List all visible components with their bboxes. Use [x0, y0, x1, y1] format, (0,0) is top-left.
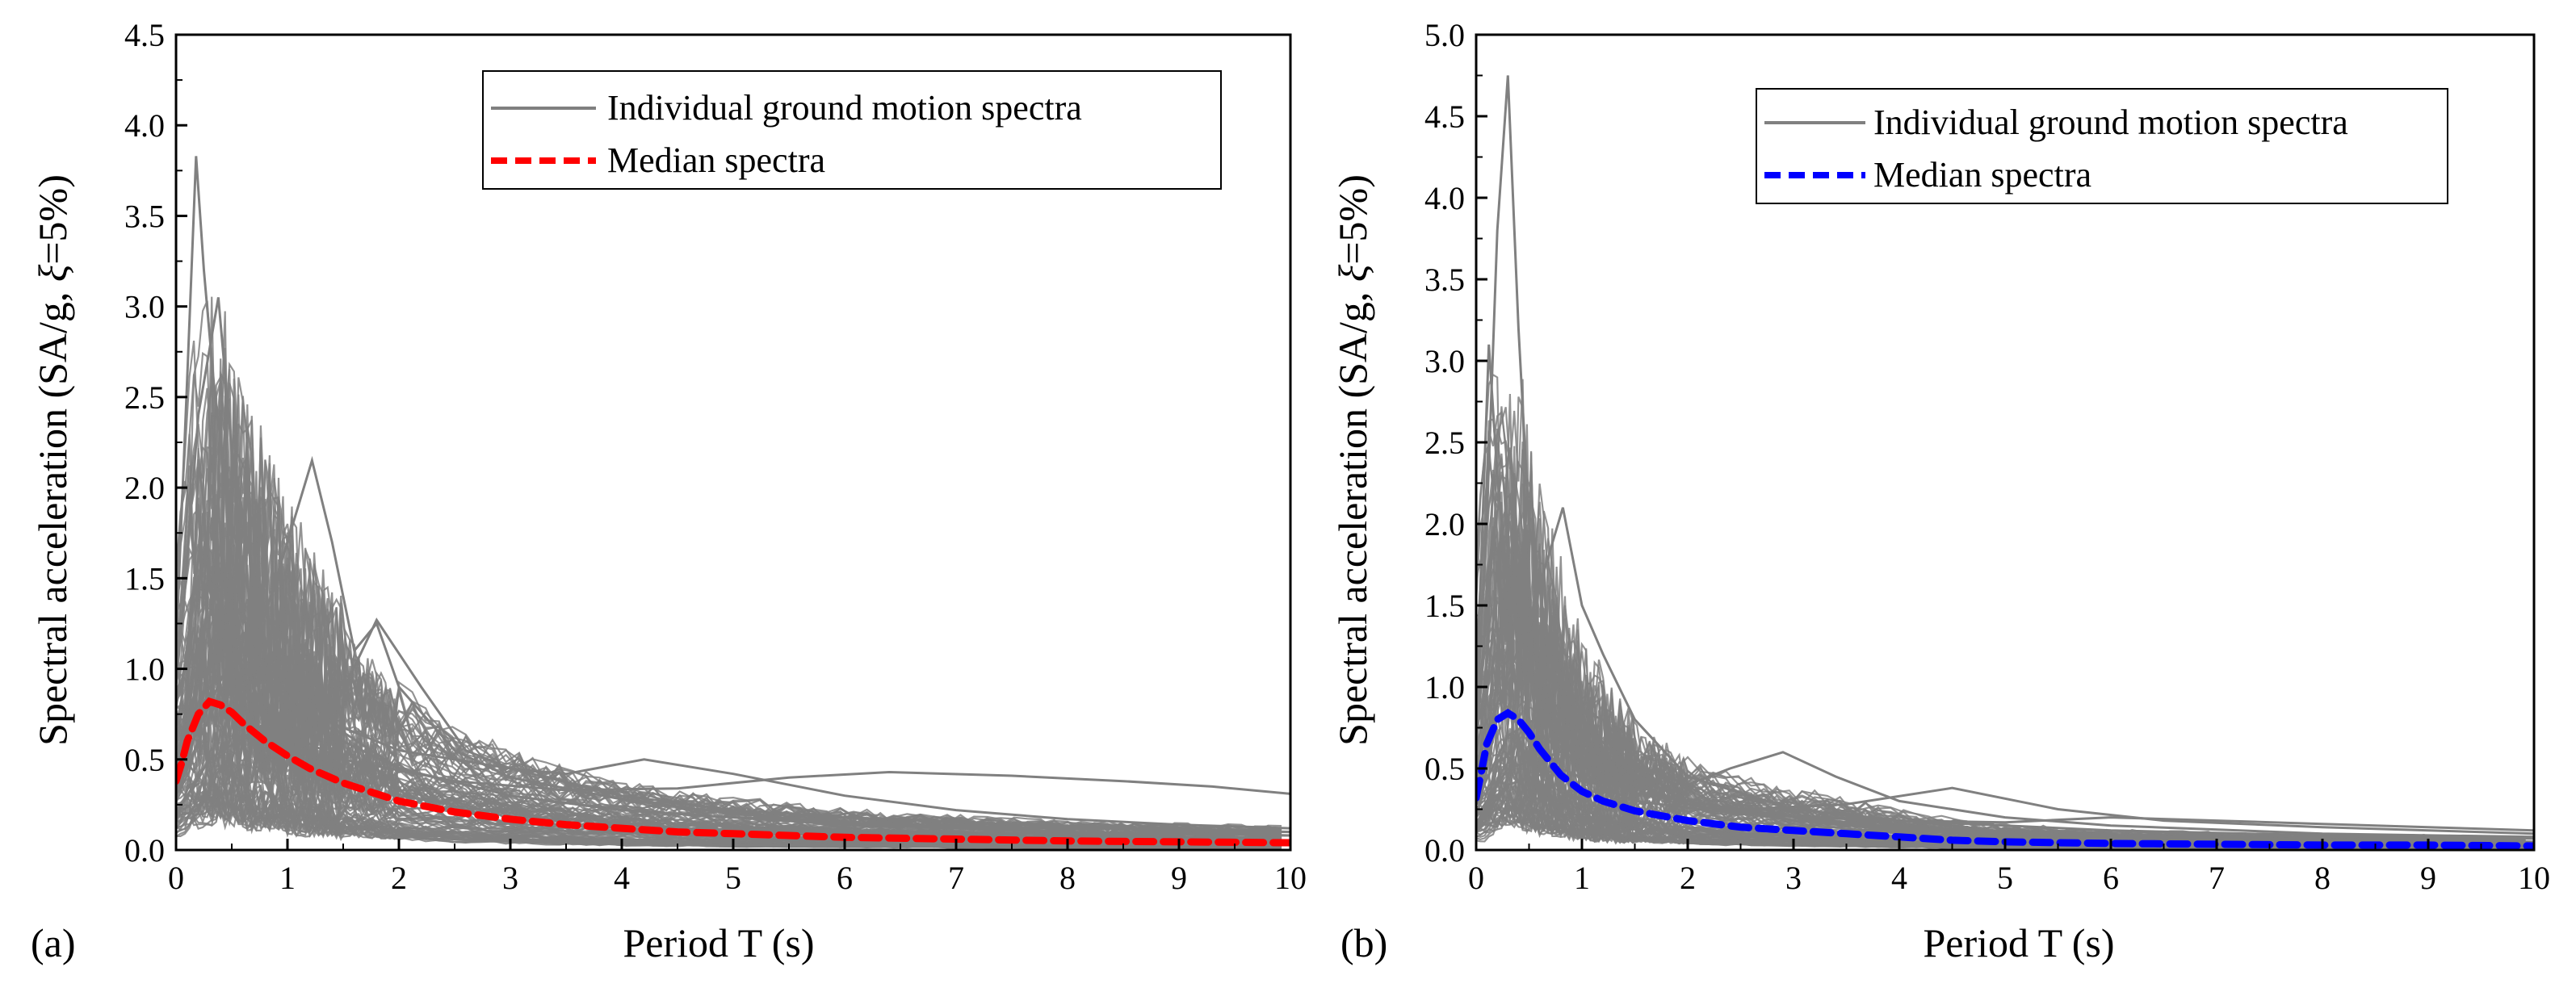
x-tick-label-b: 7 [2209, 860, 2225, 896]
individual-spectrum-line-a [176, 722, 1290, 814]
plot-area-b [1476, 75, 2534, 850]
x-tick-label-b: 0 [1468, 860, 1484, 896]
background-spectrum-line [176, 734, 1282, 848]
x-tick-label-b: 6 [2103, 860, 2119, 896]
y-tick-label-a: 4.5 [124, 17, 165, 53]
legend-label-individual-b: Individual ground motion spectra [1873, 103, 2348, 142]
x-tick-label-a: 9 [1171, 860, 1187, 896]
y-tick-label-b: 2.5 [1424, 425, 1465, 461]
individual-spectrum-line-a [176, 455, 1290, 837]
y-tick-label-a: 2.5 [124, 379, 165, 416]
background-spectrum-line [176, 511, 1282, 840]
y-tick-label-a: 1.0 [124, 651, 165, 688]
x-tick-label-a: 2 [391, 860, 407, 896]
plot-area-a [176, 156, 1290, 850]
y-tick-label-a: 3.0 [124, 289, 165, 325]
background-spectrum-line [176, 550, 1282, 842]
individual-spectrum-line-b [1476, 344, 2534, 844]
background-spectra-a [176, 296, 1282, 850]
background-spectrum-line [176, 782, 1282, 849]
legend-a: Individual ground motion spectra Median … [482, 70, 1222, 190]
legend-b: Individual ground motion spectra Median … [1756, 88, 2448, 204]
axes-a: 0 1 2 3 4 5 6 7 8 9 10 0.0 0.5 1.0 1.5 2.0 2.5 3.0 3.5 4.0 4… [124, 17, 1307, 896]
y-axis-label-b: Spectral acceleration (SA/g, ξ=5%) [1330, 174, 1375, 746]
y-tick-label-a: 4.0 [124, 107, 165, 144]
background-spectrum-line [1476, 803, 2526, 850]
y-axis-label-a: Spectral acceleration (SA/g, ξ=5%) [30, 174, 75, 746]
axes-b: 0 1 2 3 4 5 6 7 8 9 10 0.0 0.5 1.0 1.5 2.0 2.5 3.0 3.5 4.0 4… [1424, 17, 2550, 896]
y-tick-label-b: 1.5 [1424, 588, 1465, 624]
y-tick-label-a: 0.0 [124, 832, 165, 869]
x-tick-label-a: 5 [725, 860, 741, 896]
x-tick-label-b: 9 [2420, 860, 2436, 896]
x-tick-label-a: 4 [614, 860, 630, 896]
y-tick-label-b: 1.0 [1424, 669, 1465, 706]
x-tick-label-a: 1 [279, 860, 296, 896]
x-tick-label-b: 1 [1574, 860, 1590, 896]
x-tick-label-b: 3 [1785, 860, 1802, 896]
y-tick-label-b: 3.5 [1424, 262, 1465, 298]
y-tick-label-b: 4.0 [1424, 180, 1465, 216]
y-tick-label-a: 3.5 [124, 198, 165, 234]
y-tick-label-b: 0.0 [1424, 832, 1465, 869]
x-axis-label-a: Period T (s) [623, 920, 814, 965]
individual-spectrum-line-a [176, 156, 1290, 834]
legend-box-b [1756, 88, 2448, 204]
individual-spectrum-line-b [1476, 507, 2534, 840]
median-spectrum-line-b [1476, 709, 2534, 850]
panel-label-b: (b) [1340, 920, 1387, 965]
x-tick-label-a: 6 [837, 860, 853, 896]
x-tick-label-a: 10 [1274, 860, 1307, 896]
y-tick-label-a: 0.5 [124, 742, 165, 778]
y-tick-label-b: 0.5 [1424, 751, 1465, 787]
x-tick-label-b: 10 [2518, 860, 2550, 896]
x-tick-label-a: 3 [502, 860, 518, 896]
individual-spectrum-line-b [1476, 701, 2534, 839]
x-tick-label-b: 8 [2314, 860, 2331, 896]
y-tick-label-a: 1.5 [124, 560, 165, 597]
y-tick-label-a: 2.0 [124, 470, 165, 506]
x-tick-label-a: 7 [948, 860, 964, 896]
individual-spectrum-line-a [176, 617, 1290, 834]
chart-panel-b: 0 1 2 3 4 5 6 7 8 9 10 0.0 0.5 1.0 1.5 2.0 2.5 3.0 3.5 4.0 4… [1330, 17, 2550, 965]
legend-label-median-b: Median spectra [1873, 155, 2091, 195]
background-spectra-b [1476, 373, 2526, 850]
chart-panel-a: 0 1 2 3 4 5 6 7 8 9 10 0.0 0.5 1.0 1.5 2.0 2.5 3.0 3.5 4.0 4… [30, 17, 1307, 965]
individual-spectrum-line-b [1476, 767, 2534, 832]
x-axis-label-b: Period T (s) [1923, 920, 2114, 965]
legend-box-a [482, 70, 1222, 190]
individual-spectrum-line-a [176, 648, 1290, 830]
x-tick-label-b: 4 [1891, 860, 1907, 896]
median-spectrum-line-a [176, 697, 1290, 847]
panel-label-a: (a) [31, 920, 76, 965]
x-tick-label-b: 5 [1997, 860, 2013, 896]
y-tick-label-b: 3.0 [1424, 343, 1465, 379]
y-tick-label-b: 5.0 [1424, 17, 1465, 53]
x-tick-label-a: 0 [168, 860, 184, 896]
y-tick-label-b: 2.0 [1424, 506, 1465, 542]
legend-label-individual-a: Individual ground motion spectra [607, 88, 1082, 128]
legend-label-median-a: Median spectra [607, 140, 825, 180]
x-tick-label-b: 2 [1680, 860, 1696, 896]
x-tick-label-a: 8 [1059, 860, 1076, 896]
y-tick-label-b: 4.5 [1424, 98, 1465, 135]
background-spectrum-line [176, 461, 1282, 836]
